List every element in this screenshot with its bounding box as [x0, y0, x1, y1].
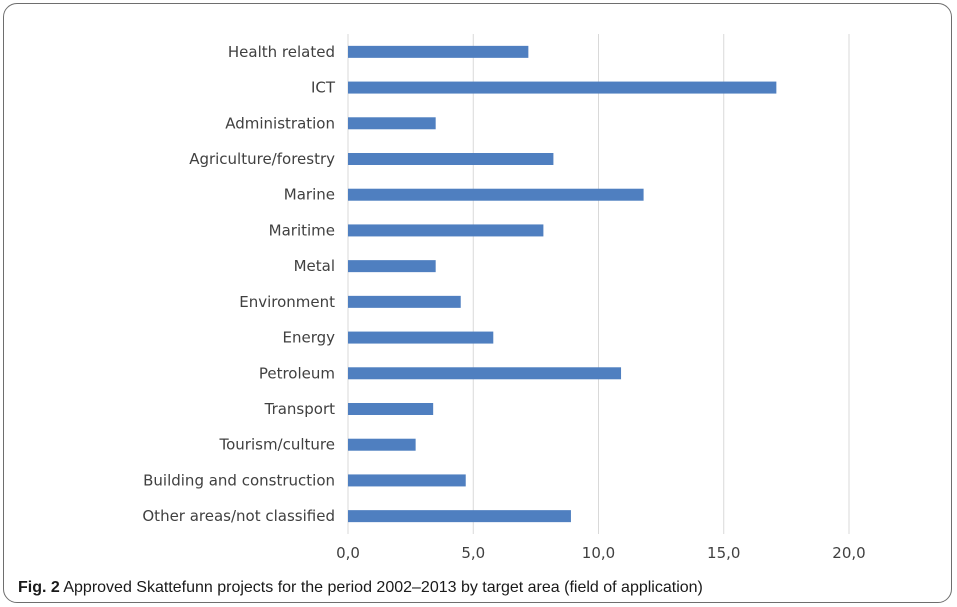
category-label: Administration: [225, 114, 335, 132]
category-label: Marine: [284, 186, 335, 204]
category-label-layer: Health related ICT Administration Agricultu…: [142, 43, 335, 525]
bar: [348, 331, 494, 344]
x-tick-label: 5,0: [461, 544, 485, 562]
grid-layer: [347, 34, 850, 534]
bar: [348, 260, 436, 273]
category-label: Maritime: [269, 221, 335, 239]
category-label: Tourism/culture: [219, 436, 336, 454]
category-label: Metal: [294, 257, 335, 275]
bar: [348, 81, 777, 94]
bar: [348, 188, 644, 201]
figure-caption: Fig. 2 Approved Skattefunn projects for …: [18, 579, 703, 597]
category-label: Energy: [282, 329, 335, 347]
figure-frame: Health related ICT Administration Agricultu…: [3, 3, 952, 603]
bar-chart: Health related ICT Administration Agricultu…: [142, 34, 866, 562]
bar: [348, 367, 622, 380]
category-label: Petroleum: [259, 364, 335, 382]
bar: [348, 438, 416, 451]
bar: [348, 153, 554, 165]
category-label: ICT: [311, 79, 336, 97]
category-label: Transport: [264, 400, 336, 418]
bar: [348, 117, 436, 130]
category-label: Building and construction: [143, 471, 335, 489]
bar: [348, 45, 529, 58]
x-tick-label: 0,0: [336, 544, 360, 562]
bar: [348, 295, 461, 308]
x-tick-label: 10,0: [582, 544, 615, 562]
bar: [348, 510, 571, 523]
bar: [348, 403, 434, 415]
bar: [348, 474, 466, 487]
bar: [348, 224, 544, 237]
bar-layer: [348, 45, 777, 523]
x-tick-label: 20,0: [832, 544, 865, 562]
category-label: Other areas/not classified: [142, 507, 335, 525]
x-tick-label-layer: 0,0 5,0 10,0 15,0 20,0: [336, 544, 866, 562]
figure-caption-text: Approved Skattefunn projects for the per…: [59, 579, 703, 596]
category-label: Agriculture/forestry: [189, 150, 335, 168]
category-label: Health related: [228, 43, 335, 61]
x-tick-label: 15,0: [707, 544, 740, 562]
category-label: Environment: [239, 293, 335, 311]
figure-caption-label: Fig. 2: [18, 579, 60, 596]
